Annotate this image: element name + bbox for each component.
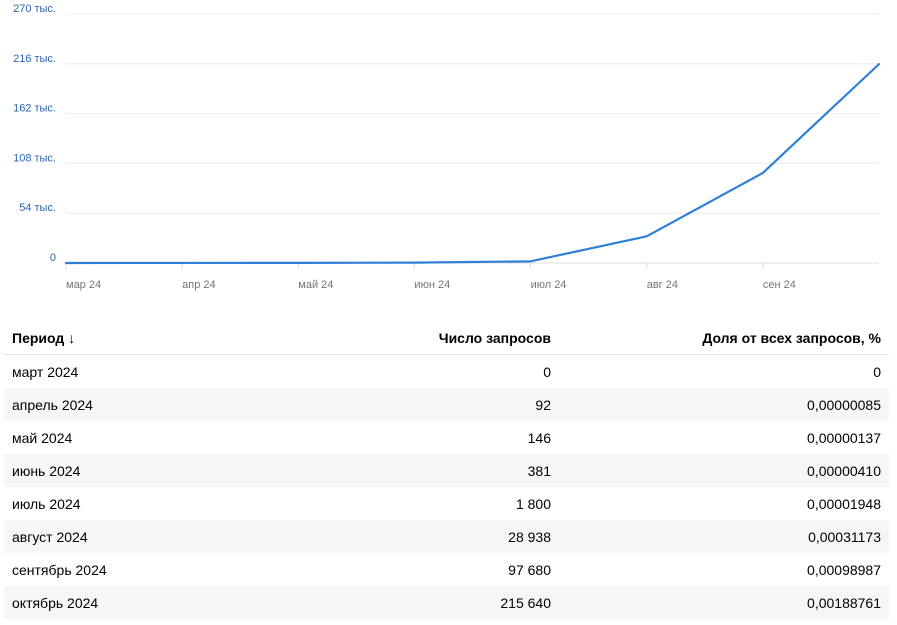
x-tick-label: мар 24 [66,279,101,291]
count-cell: 381 [527,462,551,479]
data-point[interactable] [294,259,302,267]
share-cell: 0,00000410 [807,462,881,479]
share-header[interactable]: Доля от всех запросов, % [551,330,881,346]
table-row: сентябрь 2024 97 680 0,00098987 [4,553,889,586]
period-cell: июль 2024 [12,495,81,512]
count-cell: 92 [535,396,551,413]
data-point[interactable] [759,169,767,177]
share-cell: 0,00001948 [807,495,881,512]
x-tick-label: июн 24 [414,279,450,291]
period-cell: май 2024 [12,429,73,446]
table-row: май 2024 146 0,00000137 [4,421,889,454]
period-header-label[interactable]: Период [12,329,65,346]
x-tick-label: сен 24 [763,279,796,291]
table-row: август 2024 28 938 0,00031173 [4,520,889,553]
count-cell: 97 680 [508,561,551,578]
data-point[interactable] [178,259,186,267]
y-tick-label: 0 [50,252,56,264]
period-cell: март 2024 [12,363,79,380]
x-tick-label: июл 24 [531,279,567,291]
count-cell: 146 [527,429,551,446]
period-cell: август 2024 [12,528,88,545]
period-cell: апрель 2024 [12,396,93,413]
share-cell: 0,00188761 [807,594,881,611]
period-header[interactable]: Период ↓ [4,330,264,346]
x-tick-label: май 24 [298,279,333,291]
count-cell: 1 800 [515,495,551,512]
count-cell: 215 640 [500,594,551,611]
share-header-label[interactable]: Доля от всех запросов, % [702,329,881,346]
x-tick-label: авг 24 [647,279,678,291]
line-chart: 0 54 тыс. 108 тыс. 162 тыс. 216 тыс. 270 тыс.… [13,3,883,291]
y-tick-label: 108 тыс. [13,152,56,164]
share-cell: 0,00031173 [808,528,881,545]
table-row: июнь 2024 381 0,00000410 [4,454,889,487]
table-row: март 2024 0 0 [4,355,889,388]
share-cell: 0 [873,363,881,380]
series-line [64,63,881,265]
y-tick-label: 270 тыс. [13,3,56,15]
share-cell: 0,00000085 [807,396,881,413]
y-tick-label: 216 тыс. [13,53,56,65]
sort-down-icon[interactable]: ↓ [68,329,76,346]
period-cell: июнь 2024 [12,462,81,479]
table-row: апрель 2024 92 0,00000085 [4,388,889,421]
table-header: Период ↓ Число запросов Доля от всех зап… [4,321,889,355]
data-point[interactable] [527,257,535,265]
count-header[interactable]: Число запросов [264,330,551,346]
data-point[interactable] [875,60,883,68]
table-row: июль 2024 1 800 0,00001948 [4,487,889,520]
table-row: октябрь 2024 215 640 0,00188761 [4,586,889,619]
count-header-label[interactable]: Число запросов [438,329,551,346]
count-cell: 28 938 [508,528,551,545]
stats-table: Период ↓ Число запросов Доля от всех зап… [4,321,889,619]
share-cell: 0,00000137 [807,429,881,446]
data-point[interactable] [62,259,70,267]
y-tick-label: 162 тыс. [13,103,56,115]
data-point[interactable] [643,232,651,240]
table-body: март 2024 0 0 апрель 2024 92 0,00000085 … [4,355,889,619]
period-cell: сентябрь 2024 [12,561,107,578]
period-cell: октябрь 2024 [12,594,99,611]
count-cell: 0 [543,363,551,380]
y-tick-label: 54 тыс. [19,202,56,214]
x-tick-label: апр 24 [182,279,215,291]
share-cell: 0,00098987 [807,561,881,578]
data-point[interactable] [410,259,418,267]
